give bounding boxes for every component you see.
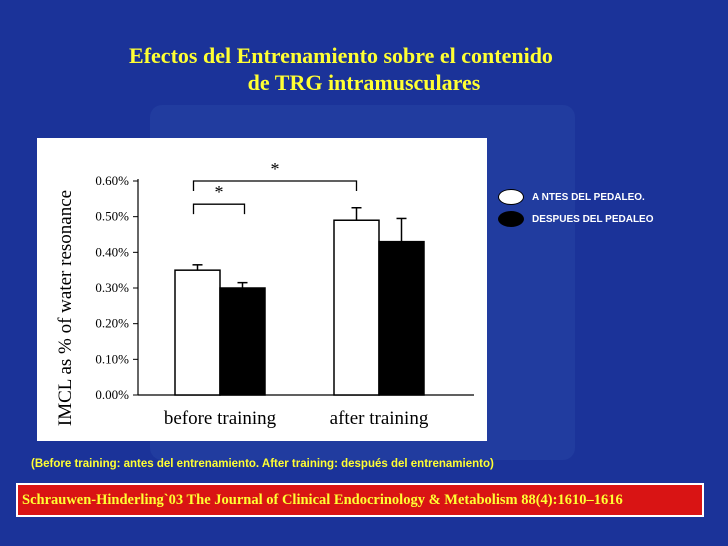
bar [219, 287, 266, 396]
significance-bracket-before [192, 203, 246, 215]
legend-label-despues: DESPUES DEL PEDALEO [532, 213, 654, 225]
chart-panel: 0.00% 0.10% 0.20% 0.30% 0.40% 0.50% 0.60% IMCL … [37, 138, 487, 441]
legend-item-antes: A NTES DEL PEDALEO. [498, 187, 654, 207]
y-tick-label: 0.50% [95, 209, 129, 224]
y-tick-label: 0.20% [95, 316, 129, 331]
y-axis-label: IMCL as % of water resonance [55, 190, 76, 426]
legend-item-despues: DESPUES DEL PEDALEO [498, 209, 654, 229]
title-line-1: Efectos del Entrenamiento sobre el conte… [129, 43, 553, 68]
title-line-2: de TRG intramusculares [247, 70, 481, 95]
legend-swatch-black [498, 211, 524, 227]
bar-chart: 0.00% 0.10% 0.20% 0.30% 0.40% 0.50% 0.60% IMCL … [55, 159, 474, 429]
bar [333, 219, 380, 396]
y-tick-label: 0.10% [95, 351, 129, 366]
y-tick-label: 0.40% [95, 244, 129, 259]
bar [174, 269, 221, 396]
y-tick-label: 0.30% [95, 280, 129, 295]
legend-swatch-white [498, 189, 524, 205]
x-tick-label: after training [330, 408, 429, 429]
citation-box: Schrauwen-Hinderling`03 The Journal of C… [16, 483, 704, 517]
footnote: (Before training: antes del entrenamient… [31, 458, 494, 470]
x-tick-label: before training [164, 408, 277, 429]
legend-label-antes: A NTES DEL PEDALEO. [532, 191, 645, 203]
significance-bracket-training-label: * [271, 159, 280, 179]
significance-bracket-before-label: * [215, 182, 224, 202]
legend: A NTES DEL PEDALEO. DESPUES DEL PEDALEO [498, 187, 654, 231]
y-tick-label: 0.60% [95, 173, 129, 188]
significance-bracket-training [192, 180, 358, 191]
y-tick-label: 0.00% [95, 387, 129, 402]
slide-title: Efectos del Entrenamiento sobre el conte… [0, 42, 728, 96]
bar [378, 240, 425, 396]
